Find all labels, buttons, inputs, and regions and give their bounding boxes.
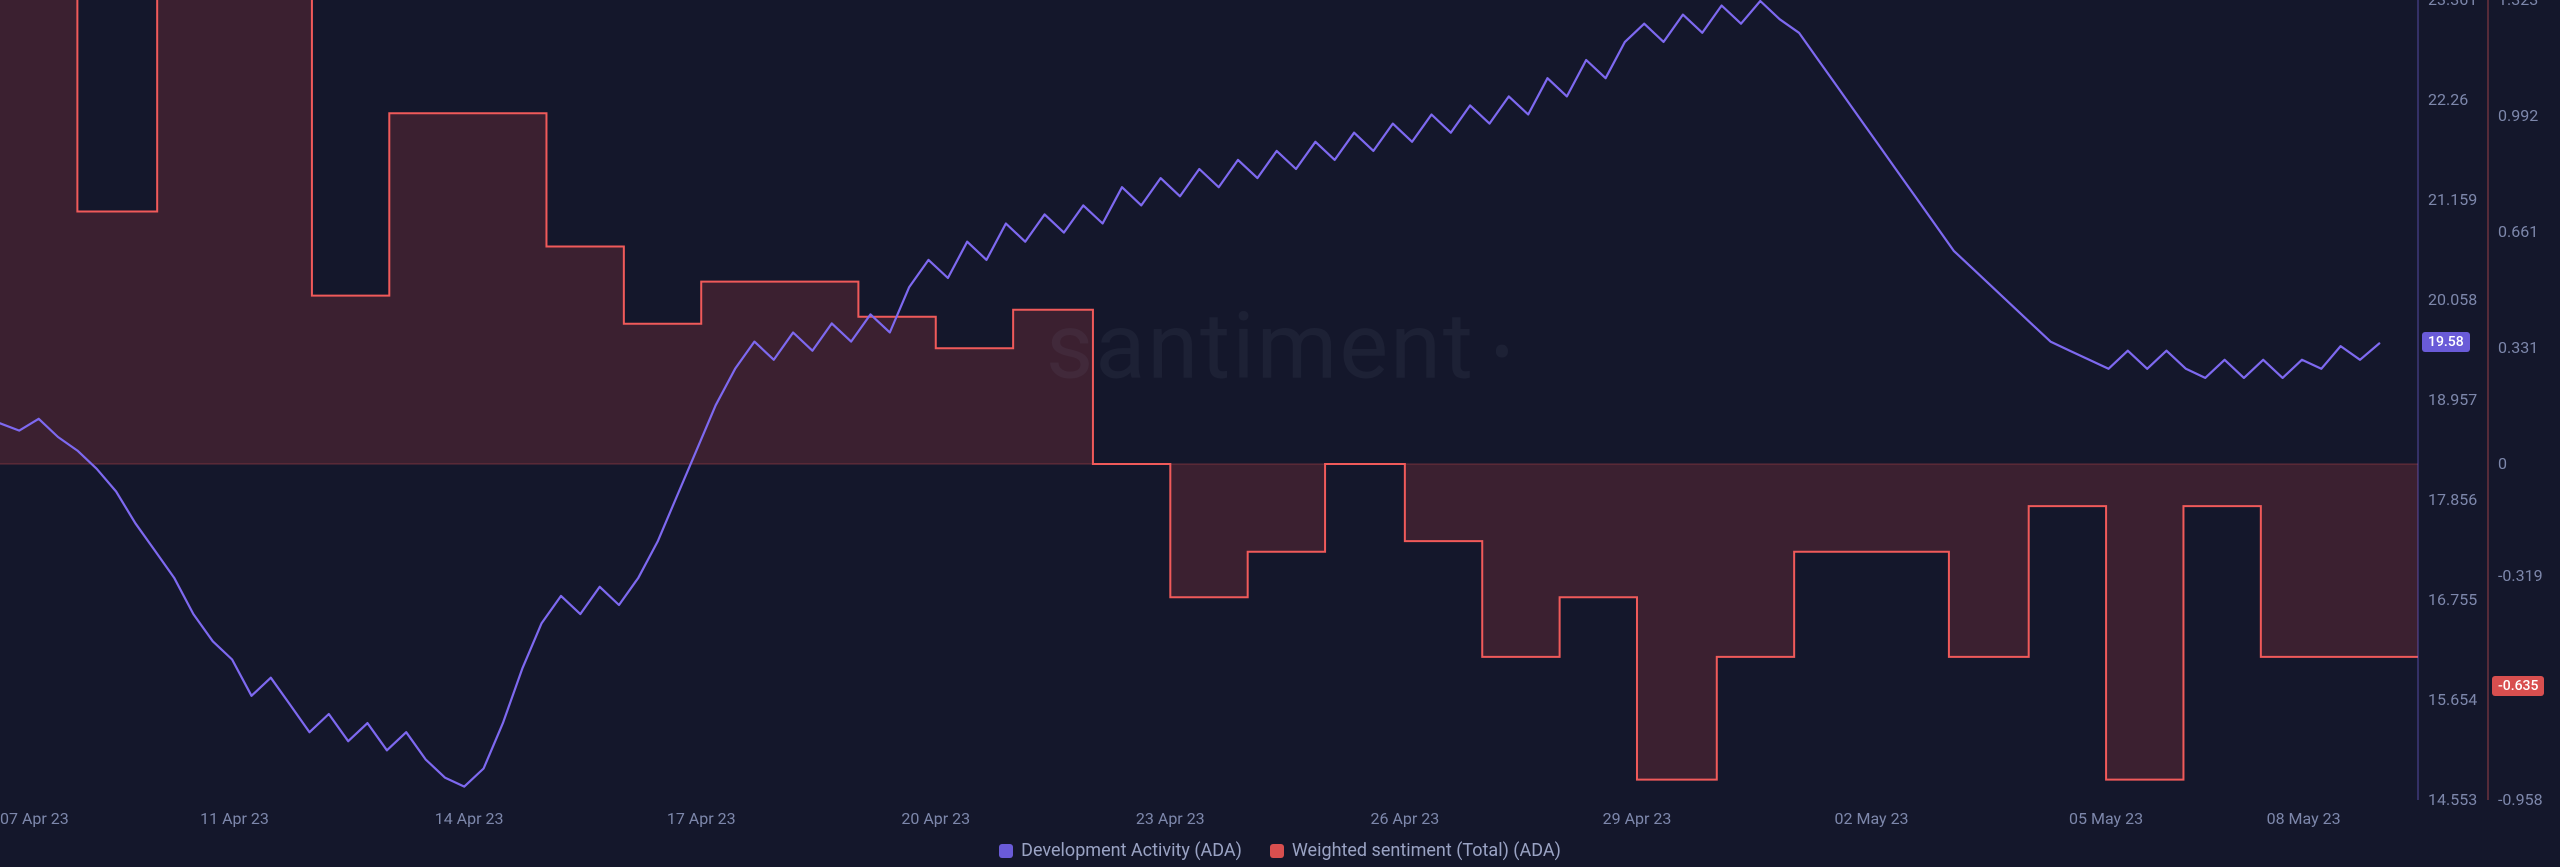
chart-container: 07 Apr 23 11 Apr 23 14 Apr 23 17 Apr 23 20 A… [0,0,2560,867]
svg-text:23.361: 23.361 [2428,0,2477,9]
legend-swatch-icon [999,844,1013,858]
svg-text:11 Apr 23: 11 Apr 23 [200,809,269,828]
legend-label: Development Activity (ADA) [1021,840,1242,861]
svg-text:17.856: 17.856 [2428,490,2477,509]
svg-text:07 Apr 23: 07 Apr 23 [0,809,69,828]
svg-text:1.323: 1.323 [2498,0,2538,9]
legend: Development Activity (ADA) Weighted sent… [0,840,2560,861]
right-badge-value: -0.635 [2498,678,2538,694]
right-axis-badge: -0.635 [2492,676,2544,696]
svg-text:21.159: 21.159 [2428,190,2477,209]
svg-text:02 May 23: 02 May 23 [1835,809,1909,828]
svg-text:29 Apr 23: 29 Apr 23 [1603,809,1672,828]
svg-text:23 Apr 23: 23 Apr 23 [1136,809,1205,828]
svg-text:-0.958: -0.958 [2498,790,2543,809]
svg-text:20 Apr 23: 20 Apr 23 [901,809,970,828]
svg-text:16.755: 16.755 [2428,590,2477,609]
svg-text:20.058: 20.058 [2428,290,2477,309]
legend-swatch-icon [1270,844,1284,858]
svg-text:0.661: 0.661 [2498,222,2538,241]
svg-text:22.26: 22.26 [2428,90,2468,109]
svg-text:14.553: 14.553 [2428,790,2477,809]
chart-svg: 07 Apr 23 11 Apr 23 14 Apr 23 17 Apr 23 20 A… [0,0,2560,867]
svg-text:18.957: 18.957 [2428,390,2477,409]
legend-item-sentiment[interactable]: Weighted sentiment (Total) (ADA) [1270,840,1561,861]
svg-text:08 May 23: 08 May 23 [2267,809,2341,828]
svg-text:26 Apr 23: 26 Apr 23 [1370,809,1439,828]
left-axis-badge: 19.58 [2422,332,2470,352]
svg-text:15.654: 15.654 [2428,690,2477,709]
svg-text:05 May 23: 05 May 23 [2069,809,2143,828]
svg-text:0.992: 0.992 [2498,106,2538,125]
legend-item-dev[interactable]: Development Activity (ADA) [999,840,1242,861]
left-badge-value: 19.58 [2428,334,2464,350]
svg-text:0.331: 0.331 [2498,338,2538,357]
svg-text:17 Apr 23: 17 Apr 23 [667,809,736,828]
svg-text:-0.319: -0.319 [2498,566,2543,585]
legend-label: Weighted sentiment (Total) (ADA) [1292,840,1561,861]
svg-text:14 Apr 23: 14 Apr 23 [435,809,504,828]
svg-text:0: 0 [2498,454,2507,473]
